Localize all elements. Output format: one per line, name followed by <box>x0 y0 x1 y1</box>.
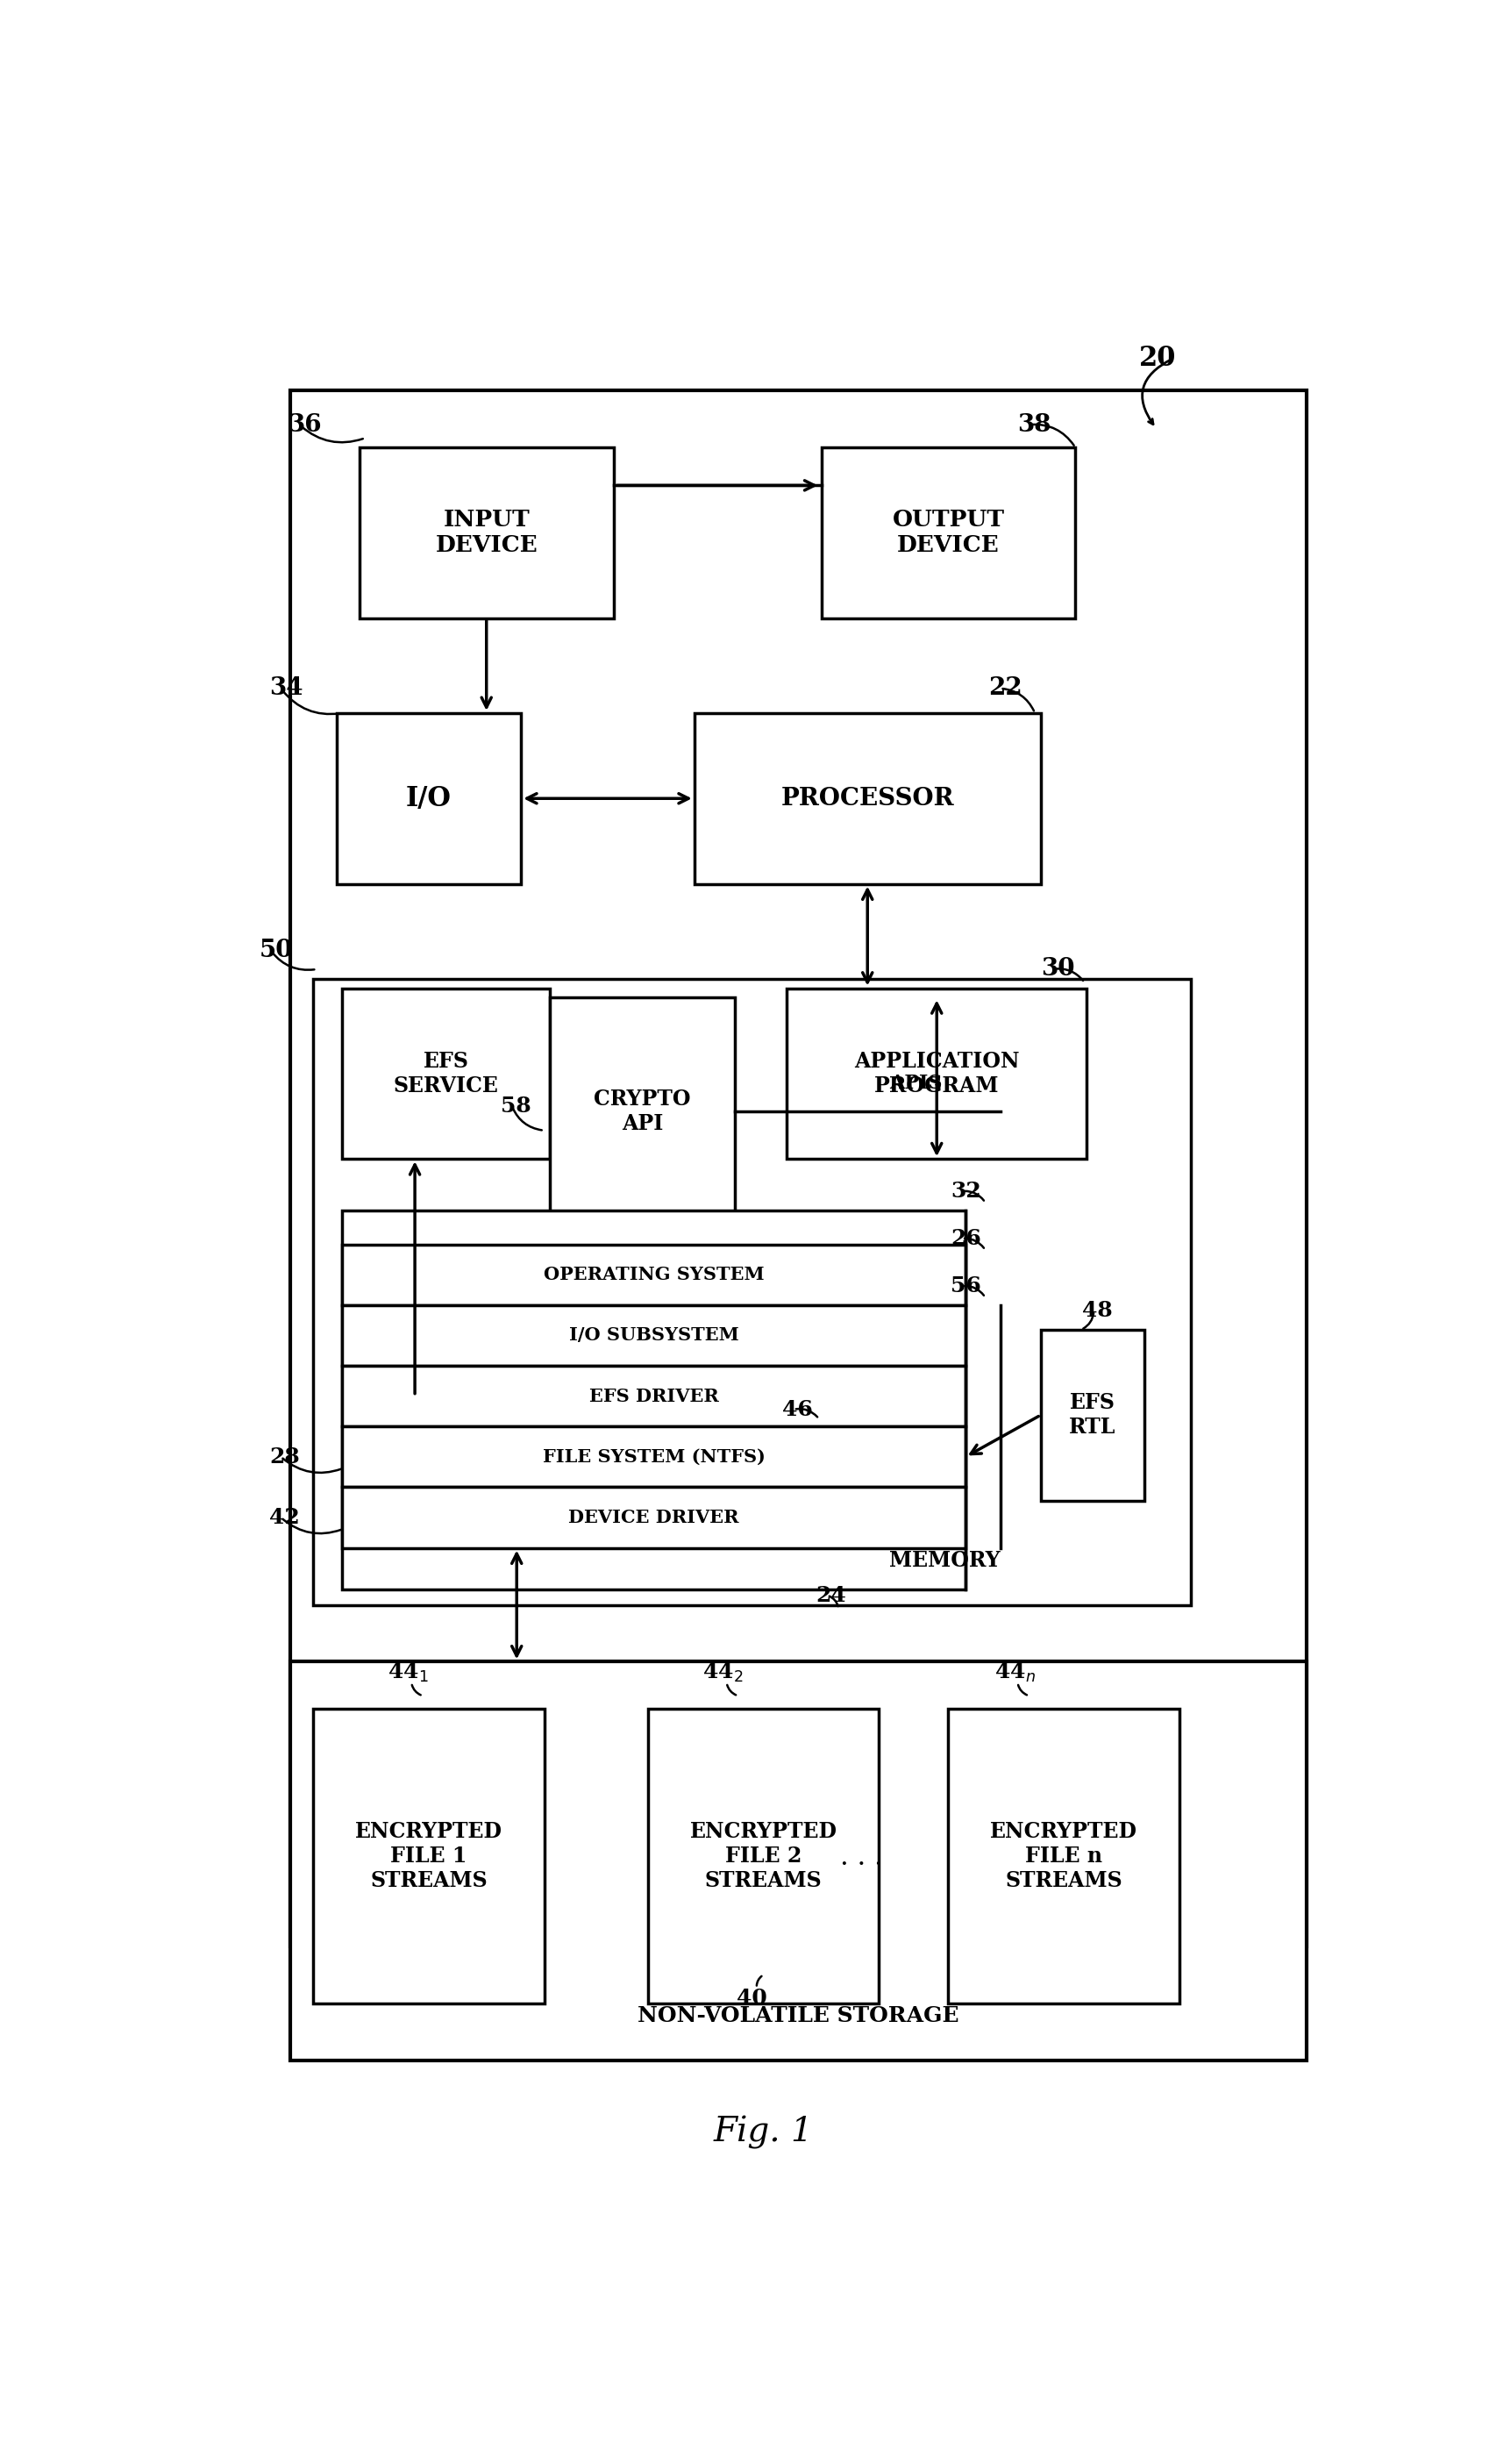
Bar <box>342 1210 965 1589</box>
Text: PROCESSOR: PROCESSOR <box>780 786 953 811</box>
Text: MEMORY: MEMORY <box>889 1550 1001 1570</box>
Text: FILE SYSTEM (NTFS): FILE SYSTEM (NTFS) <box>542 1449 765 1466</box>
Text: 28: 28 <box>270 1446 299 1469</box>
Bar <box>359 448 613 618</box>
Text: CRYPTO
API: CRYPTO API <box>594 1089 691 1133</box>
Text: OPERATING SYSTEM: OPERATING SYSTEM <box>543 1266 764 1284</box>
Text: ENCRYPTED
FILE 2
STREAMS: ENCRYPTED FILE 2 STREAMS <box>689 1821 837 1890</box>
Text: I/O: I/O <box>405 786 451 813</box>
Text: 30: 30 <box>1039 958 1074 981</box>
Text: OUTPUT
DEVICE: OUTPUT DEVICE <box>892 510 1004 557</box>
Text: INPUT
DEVICE: INPUT DEVICE <box>435 510 538 557</box>
Bar <box>342 988 549 1158</box>
Text: 22: 22 <box>989 678 1021 700</box>
Bar <box>342 1365 965 1427</box>
Bar <box>786 988 1087 1158</box>
Bar <box>337 712 521 885</box>
Bar <box>313 1710 543 2003</box>
Text: 56: 56 <box>950 1276 981 1296</box>
Text: I/O SUBSYSTEM: I/O SUBSYSTEM <box>569 1326 739 1345</box>
Text: EFS
RTL: EFS RTL <box>1069 1392 1115 1439</box>
Text: 44$_1$: 44$_1$ <box>387 1661 427 1685</box>
Text: 26: 26 <box>950 1227 981 1249</box>
Text: 48: 48 <box>1081 1301 1112 1321</box>
Text: 38: 38 <box>1017 414 1051 436</box>
Text: 44$_n$: 44$_n$ <box>995 1661 1035 1685</box>
Bar <box>342 1488 965 1547</box>
Bar <box>290 389 1306 1947</box>
Text: NON-VOLATILE STORAGE: NON-VOLATILE STORAGE <box>637 2006 959 2025</box>
Text: 20: 20 <box>1138 345 1175 372</box>
Text: APPLICATION
PROGRAM: APPLICATION PROGRAM <box>853 1050 1018 1096</box>
Text: 34: 34 <box>270 678 302 700</box>
Bar <box>549 998 734 1225</box>
Bar <box>342 1306 965 1365</box>
Text: EFS DRIVER: EFS DRIVER <box>588 1387 718 1404</box>
Text: 46: 46 <box>782 1400 812 1419</box>
Bar <box>342 1427 965 1488</box>
Text: 32: 32 <box>950 1180 981 1202</box>
Text: 24: 24 <box>814 1584 846 1607</box>
Bar <box>694 712 1039 885</box>
Text: 58: 58 <box>500 1096 530 1116</box>
Text: Fig. 1: Fig. 1 <box>713 2117 813 2149</box>
Text: 50: 50 <box>259 939 292 961</box>
Text: DEVICE DRIVER: DEVICE DRIVER <box>569 1508 739 1525</box>
Text: EFS
SERVICE: EFS SERVICE <box>393 1050 499 1096</box>
Text: ENCRYPTED
FILE n
STREAMS: ENCRYPTED FILE n STREAMS <box>990 1821 1136 1890</box>
Text: . . .: . . . <box>840 1843 883 1870</box>
Text: ENCRYPTED
FILE 1
STREAMS: ENCRYPTED FILE 1 STREAMS <box>354 1821 502 1890</box>
Bar <box>290 1661 1306 2060</box>
Text: APIS: APIS <box>889 1074 943 1092</box>
Bar <box>820 448 1075 618</box>
Text: 44$_2$: 44$_2$ <box>703 1661 743 1685</box>
Text: 40: 40 <box>737 1988 767 2008</box>
Bar <box>1039 1331 1144 1501</box>
Bar <box>313 978 1190 1604</box>
Text: 42: 42 <box>270 1508 299 1528</box>
Text: 36: 36 <box>287 414 322 436</box>
Bar <box>648 1710 879 2003</box>
Bar <box>948 1710 1179 2003</box>
Bar <box>342 1244 965 1306</box>
